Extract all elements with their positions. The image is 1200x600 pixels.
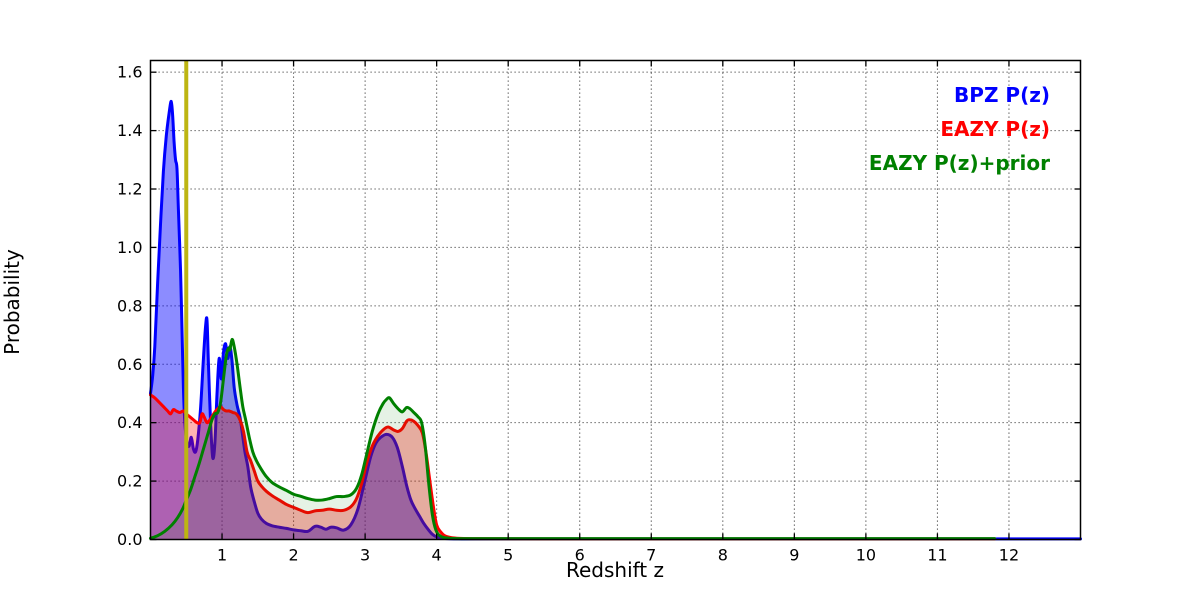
x-tick-label: 8 (718, 546, 728, 565)
legend-entry-bpz: BPZ P(z) (954, 83, 1050, 107)
x-tick-label: 9 (789, 546, 799, 565)
y-tick-label: 1.0 (117, 238, 142, 257)
y-axis-title: Probability (0, 249, 24, 355)
x-tick-label: 2 (288, 546, 298, 565)
series-fill-0 (150, 101, 1081, 540)
x-tick-label: 1 (217, 546, 227, 565)
series-fill-1 (150, 394, 995, 540)
y-tick-label: 0.4 (117, 413, 142, 432)
x-tick-label: 4 (432, 546, 442, 565)
x-tick-label: 12 (999, 546, 1019, 565)
plot-frame (149, 59, 1082, 541)
y-tick-label: 0.8 (117, 296, 142, 315)
x-tick-label: 5 (503, 546, 513, 565)
x-tick-label: 6 (575, 546, 585, 565)
series-line-0 (149, 99, 1082, 541)
x-tick-label: 7 (646, 546, 656, 565)
y-tick-label: 0.6 (117, 355, 142, 374)
legend: BPZ P(z) EAZY P(z) EAZY P(z)+prior (869, 78, 1050, 180)
y-tick-label: 0.2 (117, 472, 142, 491)
x-tick-label: 3 (360, 546, 370, 565)
series-fill-2 (150, 339, 995, 540)
legend-entry-eazy: EAZY P(z) (940, 117, 1050, 141)
x-axis-title: Redshift z (565, 558, 665, 582)
y-tick-label: 0.0 (117, 530, 142, 549)
y-tick-label: 1.2 (117, 180, 142, 199)
legend-entry-eazy-prior: EAZY P(z)+prior (868, 151, 1050, 175)
y-tick-label: 1.6 (117, 63, 142, 82)
x-tick-label: 11 (927, 546, 947, 565)
series-line-2 (149, 337, 997, 541)
y-tick-label: 1.4 (117, 121, 142, 140)
x-tick-label: 10 (856, 546, 876, 565)
